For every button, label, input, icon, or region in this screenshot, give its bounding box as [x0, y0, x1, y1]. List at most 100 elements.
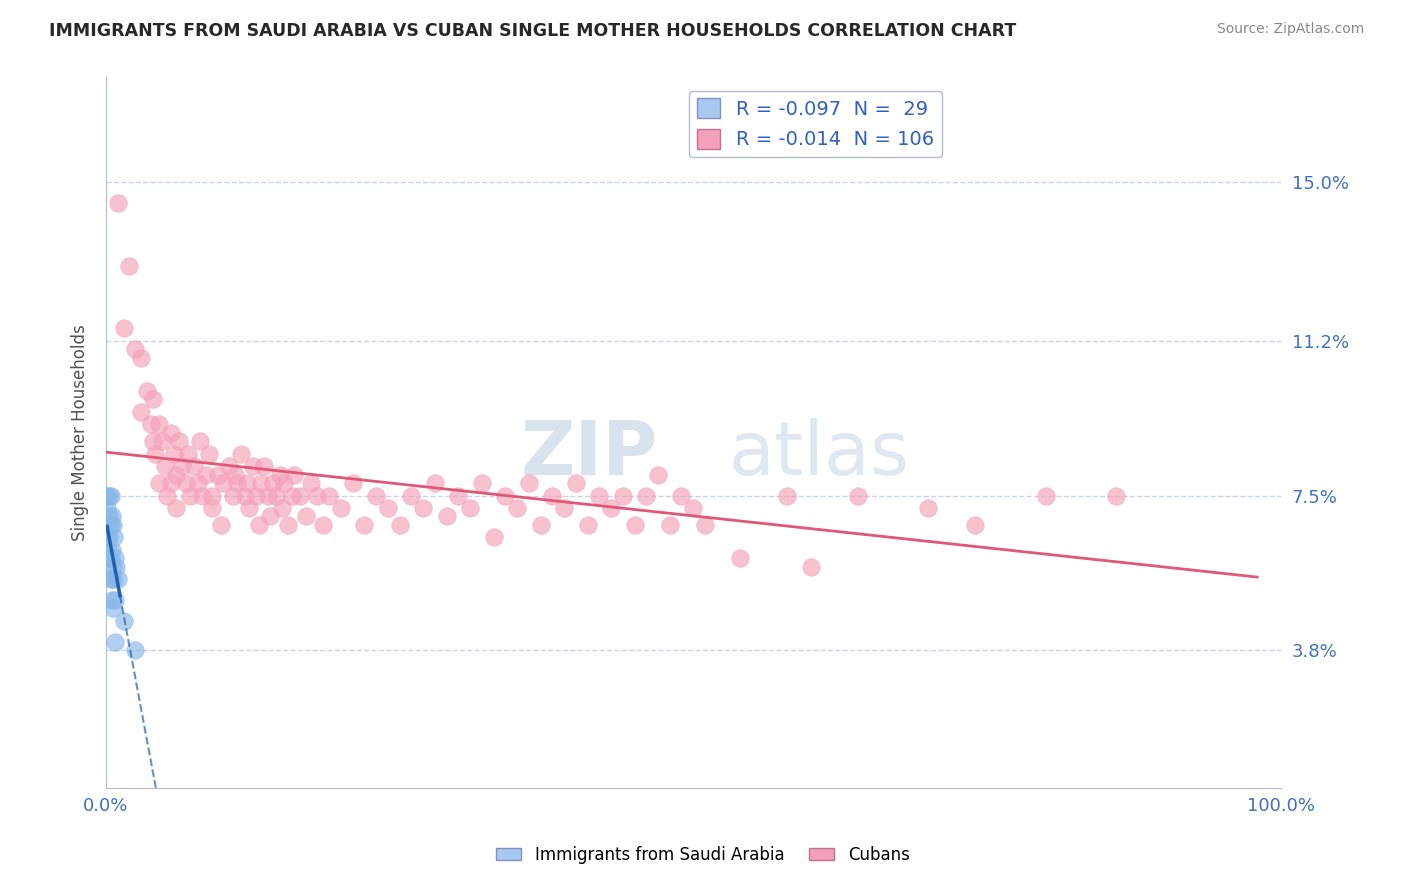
- Point: [98, 509, 121, 524]
- Point: [201, 501, 224, 516]
- Point: [301, 475, 323, 490]
- Point: [222, 489, 245, 503]
- Point: [136, 384, 159, 398]
- Point: [224, 467, 246, 482]
- Point: [329, 501, 352, 516]
- Point: [728, 551, 751, 566]
- Point: [98, 489, 121, 503]
- Point: [129, 405, 152, 419]
- Point: [353, 517, 375, 532]
- Point: [129, 351, 152, 365]
- Point: [377, 501, 399, 516]
- Point: [1035, 489, 1057, 503]
- Point: [97, 517, 120, 532]
- Point: [436, 509, 458, 524]
- Point: [242, 459, 264, 474]
- Point: [247, 517, 270, 532]
- Point: [412, 501, 434, 516]
- Point: [458, 501, 481, 516]
- Point: [150, 434, 173, 449]
- Point: [280, 489, 302, 503]
- Point: [97, 542, 120, 557]
- Point: [364, 489, 387, 503]
- Point: [229, 447, 252, 461]
- Point: [139, 417, 162, 432]
- Point: [100, 489, 122, 503]
- Point: [98, 530, 121, 544]
- Point: [104, 551, 127, 566]
- Point: [250, 475, 273, 490]
- Text: ZIP: ZIP: [520, 417, 658, 491]
- Point: [506, 501, 529, 516]
- Point: [104, 593, 127, 607]
- Y-axis label: Single Mother Households: Single Mother Households: [72, 325, 89, 541]
- Point: [494, 489, 516, 503]
- Point: [142, 392, 165, 407]
- Point: [647, 467, 669, 482]
- Point: [112, 614, 135, 628]
- Point: [159, 425, 181, 440]
- Point: [218, 459, 240, 474]
- Point: [100, 551, 122, 566]
- Point: [245, 489, 267, 503]
- Point: [262, 475, 284, 490]
- Point: [159, 475, 181, 490]
- Point: [98, 551, 121, 566]
- Point: [846, 489, 869, 503]
- Point: [238, 501, 260, 516]
- Point: [965, 517, 987, 532]
- Point: [253, 459, 276, 474]
- Point: [693, 517, 716, 532]
- Point: [191, 489, 214, 503]
- Point: [388, 517, 411, 532]
- Point: [288, 489, 311, 503]
- Legend: R = -0.097  N =  29, R = -0.014  N = 106: R = -0.097 N = 29, R = -0.014 N = 106: [689, 91, 942, 157]
- Point: [174, 475, 197, 490]
- Point: [142, 434, 165, 449]
- Point: [447, 489, 470, 503]
- Point: [198, 447, 221, 461]
- Point: [101, 517, 124, 532]
- Point: [101, 509, 124, 524]
- Point: [318, 489, 340, 503]
- Legend: Immigrants from Saudi Arabia, Cubans: Immigrants from Saudi Arabia, Cubans: [489, 839, 917, 871]
- Text: IMMIGRANTS FROM SAUDI ARABIA VS CUBAN SINGLE MOTHER HOUSEHOLDS CORRELATION CHART: IMMIGRANTS FROM SAUDI ARABIA VS CUBAN SI…: [49, 22, 1017, 40]
- Point: [917, 501, 939, 516]
- Point: [800, 559, 823, 574]
- Point: [277, 517, 299, 532]
- Text: atlas: atlas: [728, 417, 910, 491]
- Point: [269, 467, 291, 482]
- Point: [186, 475, 208, 490]
- Point: [236, 475, 259, 490]
- Point: [124, 342, 146, 356]
- Point: [124, 643, 146, 657]
- Point: [273, 475, 295, 490]
- Point: [104, 635, 127, 649]
- Point: [167, 434, 190, 449]
- Point: [294, 509, 316, 524]
- Point: [600, 501, 623, 516]
- Point: [165, 467, 187, 482]
- Point: [96, 489, 118, 503]
- Point: [682, 501, 704, 516]
- Point: [101, 559, 124, 574]
- Point: [179, 489, 201, 503]
- Point: [163, 447, 186, 461]
- Point: [233, 489, 256, 503]
- Point: [565, 475, 588, 490]
- Point: [212, 475, 235, 490]
- Point: [118, 259, 141, 273]
- Point: [471, 475, 494, 490]
- Point: [517, 475, 540, 490]
- Point: [401, 489, 423, 503]
- Point: [194, 467, 217, 482]
- Point: [101, 542, 124, 557]
- Point: [264, 489, 287, 503]
- Point: [541, 489, 564, 503]
- Point: [101, 572, 124, 586]
- Point: [143, 447, 166, 461]
- Text: Source: ZipAtlas.com: Source: ZipAtlas.com: [1216, 22, 1364, 37]
- Point: [636, 489, 658, 503]
- Point: [148, 475, 170, 490]
- Point: [658, 517, 681, 532]
